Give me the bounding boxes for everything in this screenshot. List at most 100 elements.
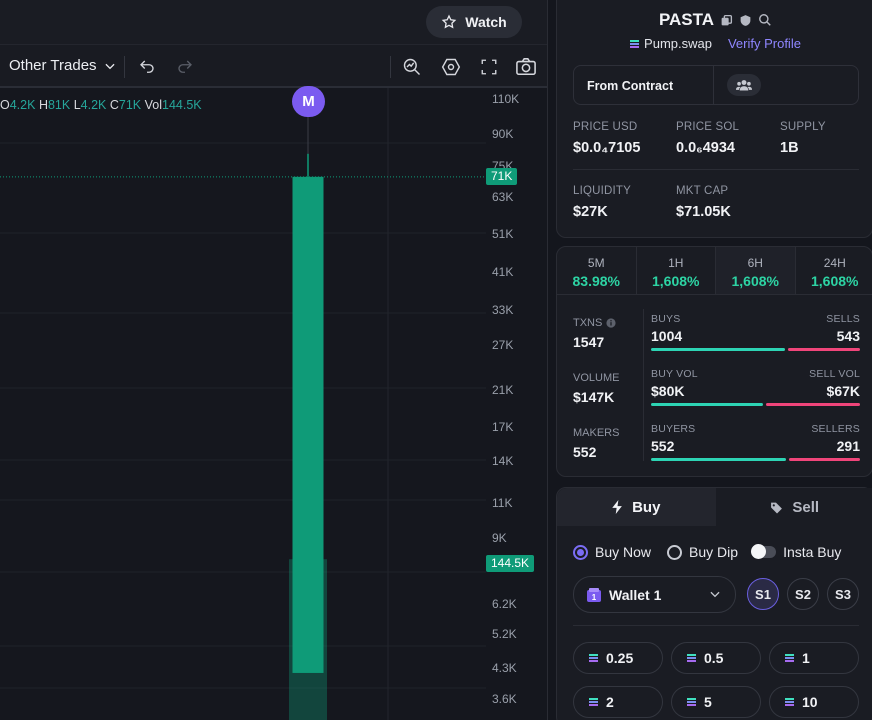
migration-marker[interactable]: M <box>292 86 325 117</box>
chart-panel: Watch Other Trades <box>0 0 547 720</box>
settings-icon[interactable] <box>440 56 462 78</box>
buy-vol-value: $80K <box>651 383 685 399</box>
amount-button[interactable]: 1 <box>769 642 859 674</box>
buy-dip-radio[interactable] <box>667 544 683 560</box>
buys-sells-row: BUYS SELLS 1004 543 <box>651 313 860 351</box>
sell-vol-value: $67K <box>826 383 860 399</box>
token-info-card: PASTA Pump.swap Verify Profile From Cont… <box>556 0 872 238</box>
y-tick-label: 110K <box>492 92 520 106</box>
verify-profile-link[interactable]: Verify Profile <box>727 36 801 51</box>
amount-button[interactable]: 5 <box>671 686 761 718</box>
undo-icon[interactable] <box>136 56 158 78</box>
watch-button[interactable]: Watch <box>426 6 522 38</box>
token-header: PASTA <box>557 10 872 30</box>
users-icon <box>736 80 752 91</box>
timeframe-24h[interactable]: 24H 1,608% <box>811 256 859 289</box>
redo-icon[interactable] <box>174 56 196 78</box>
y-tick-label: 90K <box>492 127 514 142</box>
amount-button[interactable]: 2 <box>573 686 663 718</box>
buy-vol-label: BUY VOL <box>651 368 698 380</box>
buy-sell-volume-row: BUY VOL SELL VOL $80K $67K <box>651 368 860 406</box>
close-value: 71K <box>118 98 142 112</box>
wallet-label: Wallet 1 <box>609 586 662 603</box>
volume-stat: VOLUME $147K <box>573 372 620 405</box>
token-sidebar: PASTA Pump.swap Verify Profile From Cont… <box>547 0 872 720</box>
source-label: Pump.swap <box>644 36 712 51</box>
watch-label: Watch <box>465 14 507 30</box>
shield-icon[interactable] <box>739 14 752 27</box>
price-chart[interactable]: O4.2K H81K L4.2K C71K Vol144.5K M 110K 90… <box>0 86 547 720</box>
community-button[interactable] <box>727 74 761 96</box>
y-tick-label: 33K <box>492 303 514 318</box>
slot-s2-button[interactable]: S2 <box>787 578 819 610</box>
buy-now-label: Buy Now <box>595 544 652 560</box>
close-label: C <box>109 98 119 112</box>
y-tick-label: 9K <box>492 531 507 546</box>
low-label: L <box>73 98 81 112</box>
stat-market-cap: MKT CAP $71.05K <box>676 185 731 220</box>
indicator-search-icon[interactable] <box>401 56 423 78</box>
toolbar-divider <box>124 56 125 78</box>
insta-buy-toggle[interactable] <box>751 544 777 559</box>
y-tick-label: 6.2K <box>492 596 517 611</box>
camera-icon[interactable] <box>515 56 537 78</box>
slot-s1-button[interactable]: S1 <box>747 578 779 610</box>
volume-label: Vol <box>144 98 163 112</box>
buy-bar-fill <box>651 348 785 351</box>
chart-toolbar: Other Trades <box>0 44 547 88</box>
txns-stat: TXNS 1547 <box>573 317 616 350</box>
star-icon <box>441 14 457 29</box>
divider <box>573 169 859 170</box>
solana-icon <box>687 698 696 706</box>
candle-body <box>292 176 324 673</box>
buy-bar-fill <box>651 403 764 406</box>
buy-dip-label: Buy Dip <box>689 544 739 560</box>
token-subheader: Pump.swap Verify Profile <box>557 36 872 51</box>
sell-bar-fill <box>787 348 860 351</box>
buys-label: BUYS <box>651 313 681 325</box>
y-tick-label: 63K <box>492 189 514 204</box>
buys-sells-bar <box>651 348 860 351</box>
price-axis[interactable]: 110K 90K 75K 63K 51K 41K 33K 27K 21K 17K 14K 11K 9K 6… <box>486 88 547 720</box>
sells-value: 543 <box>836 328 860 344</box>
stat-liquidity: LIQUIDITY $27K <box>573 185 632 220</box>
buy-tab-label: Buy <box>632 498 661 516</box>
buy-tab[interactable]: Buy <box>557 488 716 526</box>
sell-vol-label: SELL VOL <box>809 368 860 380</box>
amount-button[interactable]: 0.5 <box>671 642 761 674</box>
solana-icon <box>630 39 640 48</box>
sell-tab[interactable]: Sell <box>715 488 872 526</box>
chart-top-bar: Watch <box>0 0 547 44</box>
y-tick-label: 51K <box>492 226 514 241</box>
solana-icon <box>589 698 598 706</box>
wallet-select[interactable]: 1 Wallet 1 <box>573 576 736 613</box>
svg-text:1: 1 <box>592 593 597 602</box>
copy-icon[interactable] <box>720 14 733 27</box>
timeframe-6h[interactable]: 6H 1,608% <box>716 247 796 294</box>
divider <box>643 309 644 461</box>
timeframe-tabs: 5M 83.98% 1H 1,608% 6H 1,608% 24H 1,608% <box>557 247 872 295</box>
solana-icon <box>785 654 794 662</box>
sells-label: SELLS <box>826 313 860 325</box>
fullscreen-icon[interactable] <box>478 56 500 78</box>
high-value: 81K <box>47 98 71 112</box>
sell-bar-fill <box>766 403 860 406</box>
open-value: 4.2K <box>9 98 36 112</box>
token-name: PASTA <box>658 10 715 29</box>
buy-now-radio[interactable] <box>573 544 588 560</box>
activity-card: 5M 83.98% 1H 1,608% 6H 1,608% 24H 1,608% TXN… <box>556 246 872 477</box>
amount-button[interactable]: 10 <box>769 686 859 718</box>
buy-bar-fill <box>651 458 786 461</box>
stat-price-usd: PRICE USD $0.0₄7105 <box>573 121 641 156</box>
solana-icon <box>687 654 696 662</box>
timeframe-5m[interactable]: 5M 83.98% <box>557 247 637 294</box>
timeframe-1h[interactable]: 1H 1,608% <box>637 247 716 294</box>
slot-s3-button[interactable]: S3 <box>827 578 859 610</box>
source-link[interactable]: Pump.swap <box>630 36 712 51</box>
amount-button[interactable]: 0.25 <box>573 642 663 674</box>
other-trades-dropdown[interactable]: Other Trades <box>9 57 117 74</box>
info-icon[interactable] <box>606 318 616 328</box>
y-tick-label: 11K <box>492 496 513 511</box>
search-icon[interactable] <box>758 13 772 27</box>
buys-value: 1004 <box>651 328 683 344</box>
